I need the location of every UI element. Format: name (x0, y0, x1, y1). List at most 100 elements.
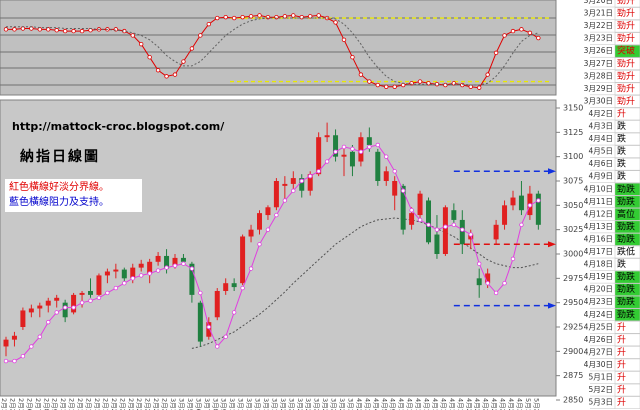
point (71, 305, 76, 310)
signal-date: 4月20日 (584, 285, 613, 294)
y-tick-label: 3075 (563, 177, 583, 186)
x-tick-label: 2月13日 (68, 398, 76, 410)
point (384, 154, 389, 159)
signal-date: 4月23日 (584, 297, 613, 306)
point (257, 242, 262, 247)
signal-cell (614, 32, 640, 45)
signal-cell (614, 157, 640, 171)
point (510, 256, 516, 262)
point (198, 33, 203, 38)
x-tick-label: 4月25日 (490, 398, 498, 410)
signal-cell (614, 57, 640, 70)
signal-date: 4月2日 (588, 109, 613, 118)
candle-body (451, 210, 457, 220)
signal-date: 3月27日 (584, 59, 613, 68)
x-tick-label: 4月13日 (423, 398, 431, 410)
x-tick-label: 3月8日 (211, 398, 219, 410)
candle-body (349, 151, 355, 167)
x-tick-label: 4月26日 (499, 398, 507, 410)
point (274, 212, 279, 218)
point (37, 27, 42, 32)
x-tick-label: 4月24日 (482, 398, 490, 410)
point (181, 59, 186, 64)
point (367, 79, 372, 84)
x-tick-label: 3月13日 (237, 398, 245, 410)
candle-body (383, 171, 389, 181)
signal-date: 4月19日 (584, 272, 613, 281)
point (231, 15, 237, 21)
point (468, 232, 473, 237)
candle-body (476, 278, 482, 286)
signal-cell (614, 383, 640, 397)
x-tick-label: 3月1日 (169, 398, 177, 410)
point (172, 72, 178, 77)
point (54, 310, 59, 315)
candle-body (324, 135, 330, 138)
y-tick-label: 2900 (563, 347, 583, 356)
signal-cell (614, 258, 640, 271)
point (189, 266, 195, 271)
signal-date: 4月3日 (588, 122, 613, 131)
x-tick-label: 4月23日 (473, 398, 481, 410)
point (493, 290, 499, 296)
candle-body (3, 339, 9, 347)
x-tick-label: 2月15日 (85, 398, 93, 410)
candle-body (290, 178, 296, 184)
chart-title: 納指日線圖 (20, 148, 100, 165)
x-tick-label: 2月8日 (42, 398, 50, 410)
candle-body (468, 234, 474, 240)
point (46, 319, 51, 325)
point (29, 344, 34, 349)
signal-date: 4月11日 (584, 197, 613, 206)
signal-date: 3月20日 (584, 0, 613, 5)
x-tick-label: 3月26日 (313, 398, 321, 410)
point (155, 68, 161, 73)
x-tick-label: 2月10日 (59, 398, 67, 410)
signal-date: 3月26日 (584, 46, 613, 55)
point (426, 222, 431, 227)
point (164, 74, 169, 79)
x-tick-label: 3月16日 (262, 398, 270, 410)
x-tick-label: 2月22日 (118, 398, 126, 410)
point (519, 27, 524, 32)
point (502, 33, 507, 38)
point (291, 188, 296, 193)
point (493, 50, 499, 56)
candle-body (417, 193, 423, 216)
signal-text: 高位 (617, 208, 635, 220)
point (350, 55, 355, 60)
x-tick-label: 4月16日 (431, 398, 439, 410)
point (105, 290, 110, 296)
signal-text: 勁跌 (617, 283, 635, 295)
candle-body (54, 297, 60, 301)
point (299, 178, 304, 184)
x-tick-label: 3月6日 (194, 398, 202, 410)
point (198, 290, 203, 296)
x-tick-label: 4月10日 (397, 398, 405, 410)
point (392, 84, 397, 89)
point (291, 13, 296, 18)
point (308, 14, 313, 19)
x-tick-label: 3月21日 (287, 398, 295, 410)
point (155, 268, 161, 273)
signal-date: 4月17日 (584, 247, 613, 256)
x-tick-label: 4月18日 (448, 398, 456, 410)
oscillator-panel (0, 0, 557, 96)
signal-text: 升 (617, 334, 626, 345)
signal-text: 勁跌 (617, 271, 635, 283)
x-tick-label: 4月27日 (507, 398, 515, 410)
point (113, 27, 119, 32)
url: http://mattock-croc.blogspot.com/ (12, 120, 225, 133)
candle-body (257, 213, 262, 230)
point (341, 37, 347, 42)
point (71, 28, 76, 34)
candle-body (273, 181, 279, 208)
point (392, 169, 397, 174)
point (3, 358, 9, 364)
candle-body (442, 207, 448, 254)
note: 藍色橫線阻力及支持。 (9, 195, 109, 208)
signal-cell (614, 95, 640, 108)
x-tick-label: 2月29日 (161, 398, 169, 410)
x-tick-label: 3月19日 (270, 398, 278, 410)
x-tick-label: 2月24日 (135, 398, 143, 410)
